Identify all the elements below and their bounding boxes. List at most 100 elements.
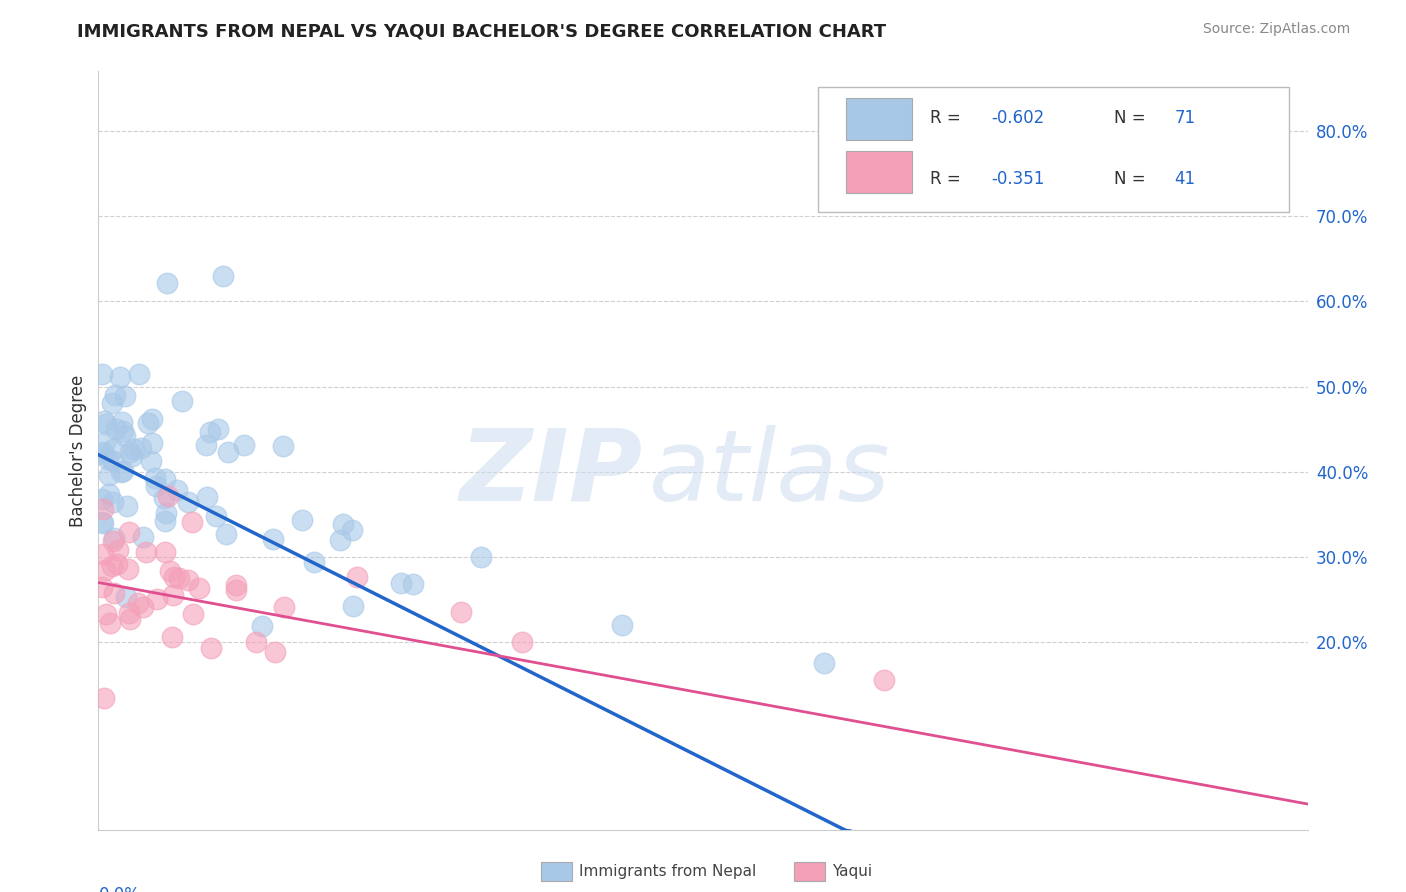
Text: Source: ZipAtlas.com: Source: ZipAtlas.com	[1202, 22, 1350, 37]
Point	[346, 570, 368, 584]
Point	[159, 564, 181, 578]
Point	[450, 605, 472, 619]
Point	[127, 596, 149, 610]
Point	[329, 533, 352, 547]
Point	[273, 439, 295, 453]
Point	[91, 491, 114, 506]
Point	[94, 417, 117, 431]
Point	[91, 516, 114, 531]
FancyBboxPatch shape	[845, 151, 912, 193]
Point	[177, 573, 200, 587]
Point	[94, 607, 117, 622]
Point	[153, 471, 176, 485]
Point	[153, 514, 176, 528]
Point	[98, 467, 121, 482]
Point	[155, 506, 177, 520]
Point	[262, 532, 284, 546]
Point	[112, 464, 135, 478]
Point	[93, 563, 115, 577]
Point	[146, 592, 169, 607]
Point	[122, 442, 145, 456]
Point	[103, 586, 125, 600]
Point	[200, 640, 222, 655]
Point	[136, 417, 159, 431]
Point	[470, 549, 492, 564]
Point	[101, 534, 124, 549]
FancyBboxPatch shape	[818, 87, 1289, 211]
Point	[389, 575, 412, 590]
Point	[215, 526, 238, 541]
Point	[91, 516, 114, 530]
Text: R =: R =	[931, 170, 966, 188]
Point	[118, 606, 141, 620]
Point	[98, 616, 121, 631]
Point	[302, 555, 325, 569]
Point	[135, 545, 157, 559]
Point	[118, 612, 141, 626]
Text: N =: N =	[1114, 110, 1152, 128]
Point	[91, 580, 114, 594]
Point	[118, 525, 141, 540]
Point	[170, 393, 193, 408]
Point	[94, 434, 117, 449]
Point	[195, 490, 218, 504]
Point	[107, 543, 129, 558]
Text: atlas: atlas	[648, 425, 890, 522]
Point	[112, 424, 135, 438]
Point	[98, 486, 121, 500]
Point	[139, 454, 162, 468]
Point	[813, 657, 835, 671]
Text: 41: 41	[1174, 170, 1195, 188]
Point	[114, 591, 136, 605]
Point	[264, 645, 287, 659]
Point	[181, 607, 204, 622]
Point	[108, 370, 131, 384]
Point	[157, 489, 180, 503]
Point	[291, 513, 314, 527]
Point	[103, 388, 125, 402]
Point	[166, 483, 188, 498]
Point	[110, 466, 132, 480]
Point	[212, 268, 235, 283]
Point	[101, 495, 124, 509]
Point	[205, 508, 228, 523]
Text: 71: 71	[1174, 110, 1195, 128]
Text: 0.0%: 0.0%	[98, 887, 141, 892]
FancyBboxPatch shape	[845, 98, 912, 140]
Point	[114, 389, 136, 403]
Text: Immigrants from Nepal: Immigrants from Nepal	[579, 864, 756, 879]
Point	[120, 445, 142, 459]
Point	[103, 453, 125, 467]
Point	[91, 502, 114, 516]
Point	[225, 578, 247, 592]
Point	[342, 599, 364, 613]
Point	[101, 442, 124, 456]
Point	[162, 588, 184, 602]
Point	[198, 425, 221, 439]
Point	[128, 367, 150, 381]
Point	[143, 471, 166, 485]
Text: ZIP: ZIP	[460, 425, 643, 522]
Point	[187, 581, 209, 595]
Point	[115, 499, 138, 513]
Point	[141, 411, 163, 425]
Point	[117, 562, 139, 576]
Point	[217, 444, 239, 458]
Point	[167, 571, 190, 585]
Text: N =: N =	[1114, 170, 1152, 188]
Point	[250, 618, 273, 632]
Text: Yaqui: Yaqui	[832, 864, 873, 879]
Point	[273, 599, 295, 614]
Point	[245, 634, 267, 648]
Point	[612, 618, 634, 632]
Point	[103, 531, 125, 545]
Point	[332, 516, 354, 531]
Point	[93, 691, 115, 706]
Point	[194, 438, 217, 452]
Point	[129, 441, 152, 455]
Point	[155, 545, 177, 559]
Point	[132, 600, 155, 615]
Point	[233, 437, 256, 451]
Text: -0.602: -0.602	[991, 110, 1045, 128]
Point	[510, 635, 533, 649]
